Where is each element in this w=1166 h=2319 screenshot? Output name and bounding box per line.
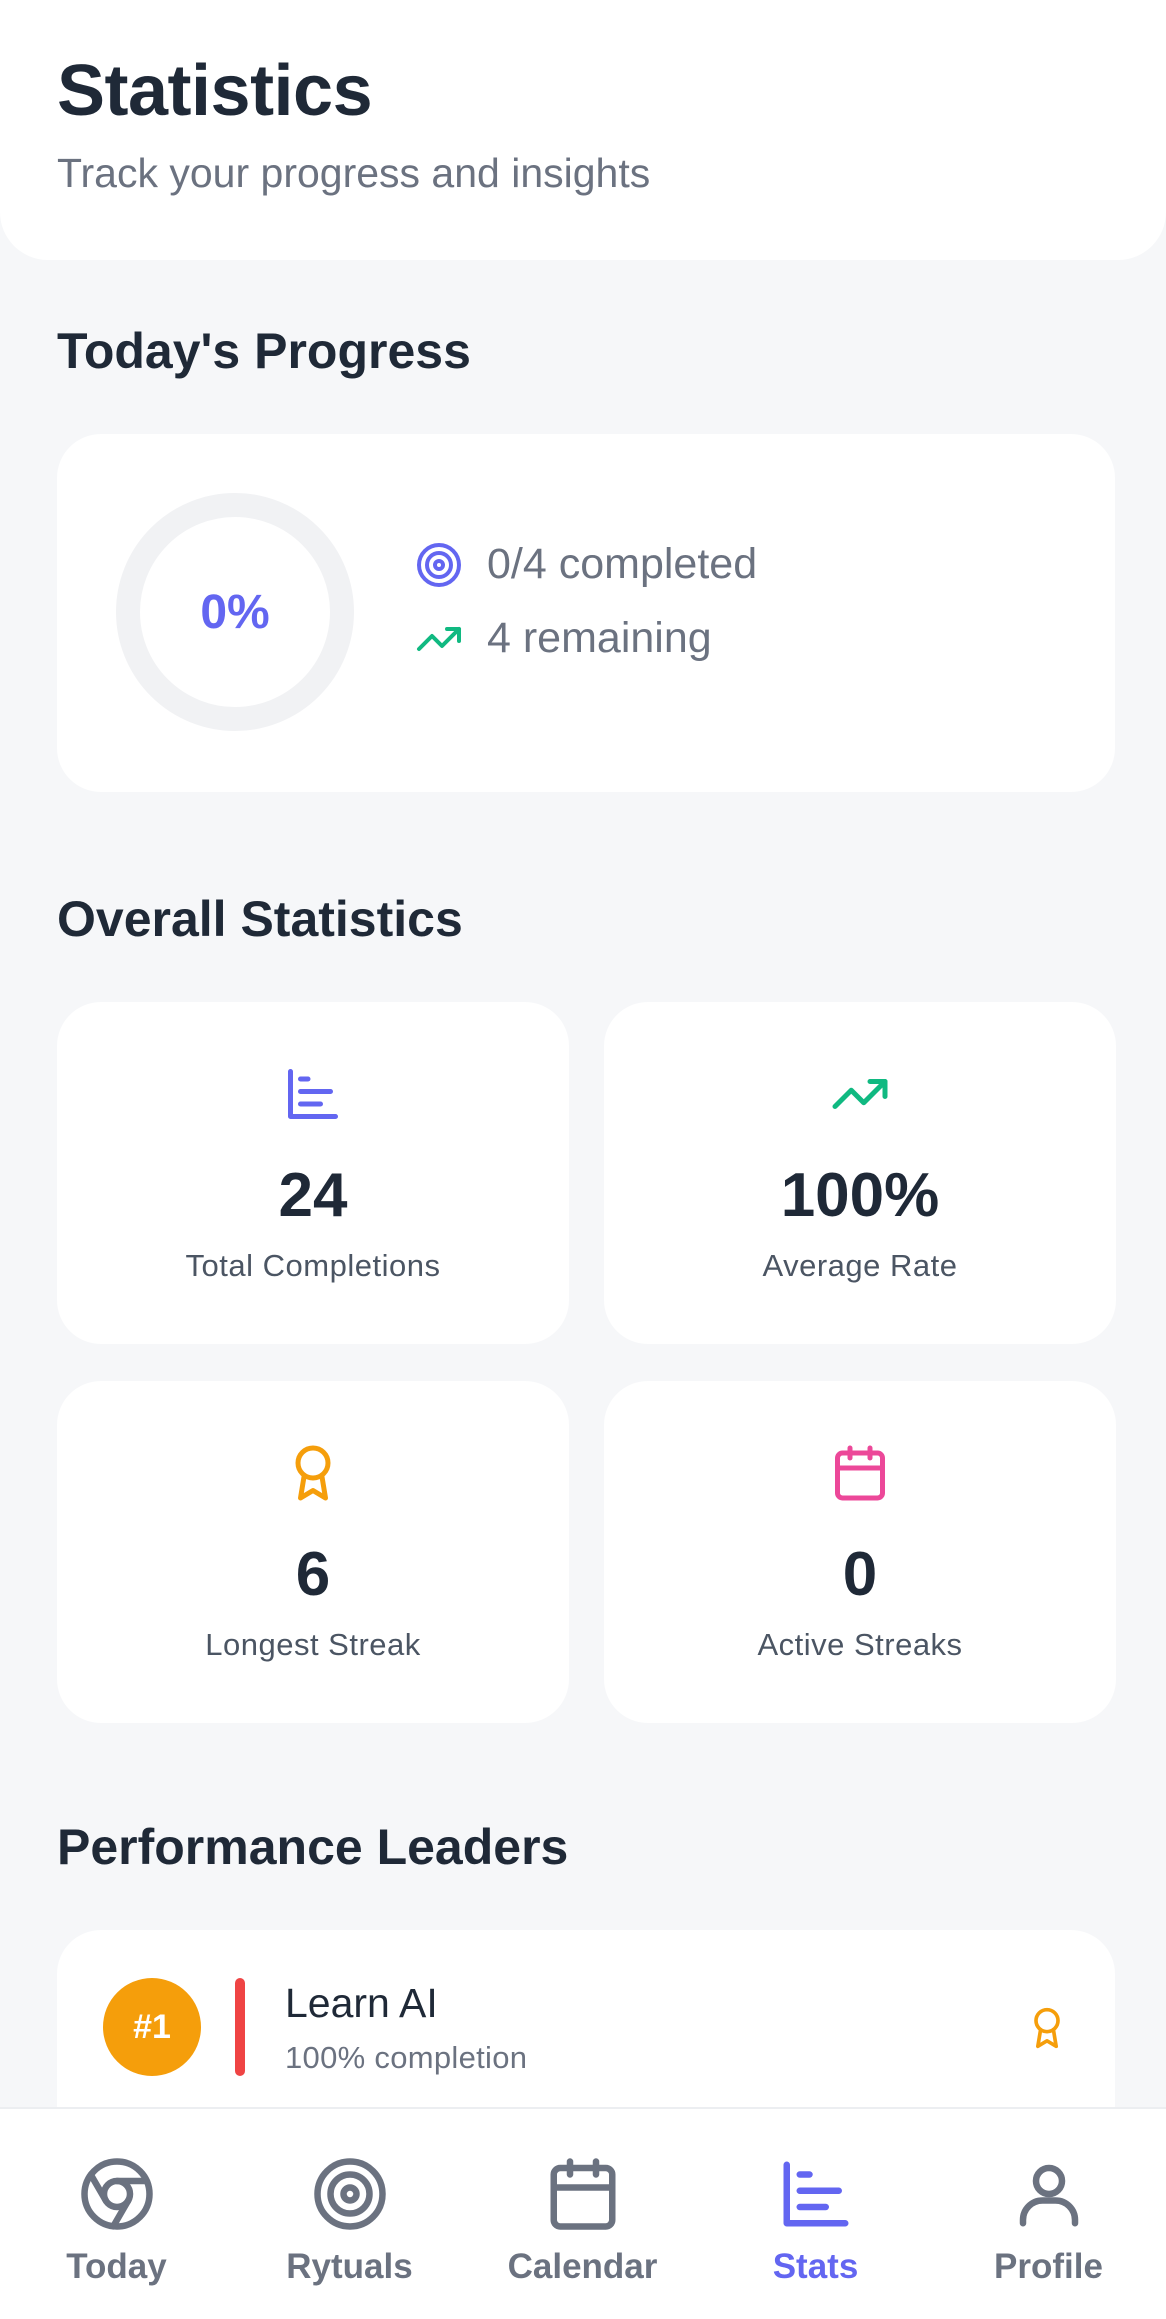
todays-progress-title: Today's Progress xyxy=(57,323,471,379)
nav-today[interactable]: Today xyxy=(0,2109,233,2319)
stat-value: 100% xyxy=(780,1161,940,1230)
stat-value: 6 xyxy=(295,1540,331,1609)
nav-label: Calendar xyxy=(507,2247,658,2286)
stat-card-average-rate: 100% Average Rate xyxy=(604,1002,1116,1344)
calendar-icon xyxy=(550,2158,615,2230)
progress-ring xyxy=(116,493,354,731)
nav-calendar[interactable]: Calendar xyxy=(466,2109,699,2319)
target-icon xyxy=(417,542,461,587)
nav-stats[interactable]: Stats xyxy=(699,2109,932,2319)
rank-badge: #1 xyxy=(103,1978,201,2076)
stat-card-total-completions: 24 Total Completions xyxy=(57,1002,569,1344)
completed-count: 0/4 completed xyxy=(487,540,758,588)
stat-label: Average Rate xyxy=(762,1248,958,1283)
bar-chart-icon xyxy=(783,2161,848,2227)
performance-leaders-title: Performance Leaders xyxy=(57,1819,569,1875)
overall-statistics-title: Overall Statistics xyxy=(57,891,463,947)
calendar-icon xyxy=(835,1445,885,1501)
nav-label: Today xyxy=(66,2247,167,2286)
stat-card-longest-streak: 6 Longest Streak xyxy=(57,1381,569,1723)
leader-color-bar xyxy=(235,1978,245,2076)
award-icon xyxy=(1034,2007,1060,2049)
stat-label: Total Completions xyxy=(185,1248,441,1283)
nav-label: Profile xyxy=(994,2247,1103,2286)
leader-name: Learn AI xyxy=(285,1980,438,2026)
completed-row: 0/4 completed xyxy=(415,540,757,589)
page-subtitle: Track your progress and insights xyxy=(57,150,651,196)
nav-rytuals[interactable]: Rytuals xyxy=(233,2109,466,2319)
nav-profile[interactable]: Profile xyxy=(932,2109,1165,2319)
stat-label: Active Streaks xyxy=(757,1627,963,1662)
stat-card-active-streaks: 0 Active Streaks xyxy=(604,1381,1116,1723)
user-icon xyxy=(1019,2164,1078,2227)
nav-label: Stats xyxy=(772,2247,859,2286)
stat-label: Longest Streak xyxy=(205,1627,421,1662)
award-icon xyxy=(295,1445,331,1501)
todays-progress-card: 0% 0/4 completed 4 remaining xyxy=(57,434,1115,792)
target-icon xyxy=(313,2158,386,2230)
nav-label: Rytuals xyxy=(286,2247,413,2286)
progress-percent: 0% xyxy=(200,585,270,639)
page-header: Statistics Track your progress and insig… xyxy=(0,0,1166,260)
chrome-icon xyxy=(80,2158,153,2230)
page-title: Statistics xyxy=(57,51,373,131)
trending-up-icon xyxy=(832,1079,888,1109)
stat-value: 24 xyxy=(278,1161,348,1230)
remaining-count: 4 remaining xyxy=(487,614,712,662)
bottom-nav: Today Rytuals Calendar Stats Profile xyxy=(0,2107,1166,2319)
trending-up-icon xyxy=(417,626,461,651)
leader-completion: 100% completion xyxy=(285,2040,528,2075)
stat-value: 0 xyxy=(842,1540,878,1609)
bar-chart-icon xyxy=(288,1069,338,1119)
remaining-row: 4 remaining xyxy=(415,614,712,663)
